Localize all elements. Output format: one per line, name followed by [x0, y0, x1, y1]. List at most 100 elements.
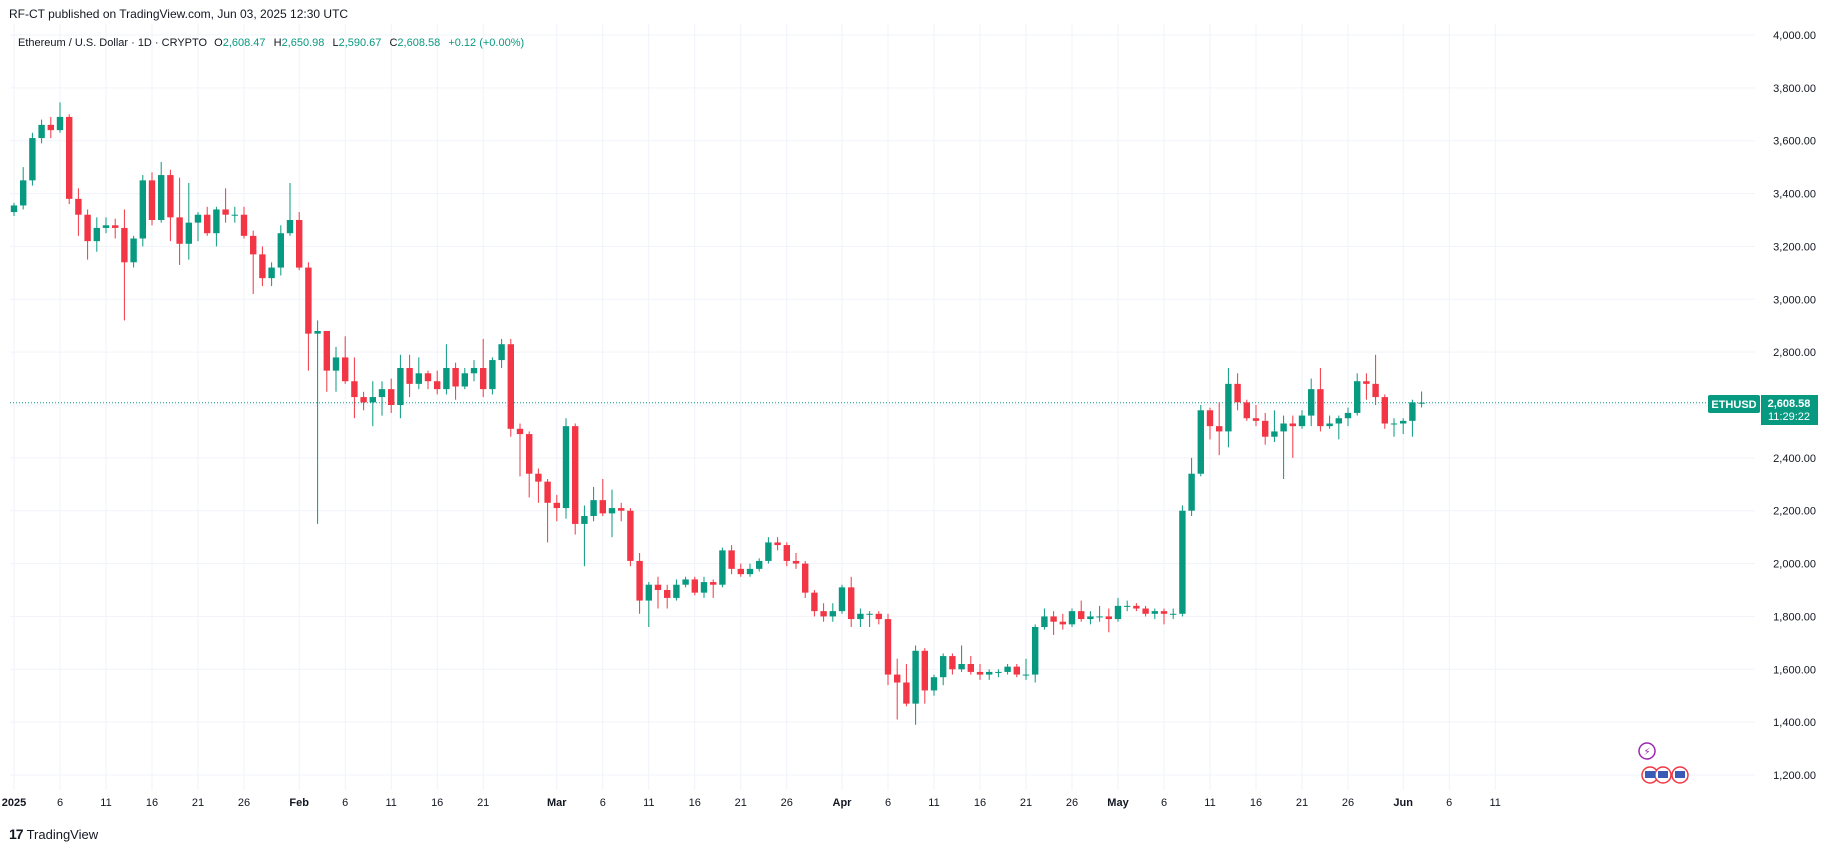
- candle: [102, 217, 110, 234]
- time-tick-label: 2025: [2, 797, 26, 809]
- candle-body: [903, 682, 910, 704]
- candle: [1078, 600, 1085, 622]
- chart-grid: [10, 24, 1755, 790]
- candle-body: [1354, 381, 1361, 413]
- candle: [1197, 405, 1204, 477]
- candle: [921, 648, 928, 704]
- candle-body: [1243, 402, 1250, 419]
- candle: [369, 381, 376, 427]
- candle: [700, 576, 708, 598]
- time-tick-label: Apr: [833, 797, 853, 809]
- candle-body: [1317, 389, 1324, 427]
- candle: [1013, 664, 1020, 678]
- candle: [222, 188, 229, 223]
- candle-body: [866, 613, 873, 615]
- candle-body: [397, 368, 404, 405]
- candle: [1409, 399, 1416, 437]
- candle-body: [710, 582, 717, 585]
- time-tick-label: 11: [643, 797, 654, 809]
- ticker-tag-bg: [1708, 395, 1760, 413]
- candle: [498, 338, 505, 368]
- tradingview-logo[interactable]: 17 TradingView: [9, 826, 98, 842]
- candle-body: [1289, 423, 1296, 427]
- candle: [38, 119, 45, 144]
- candle: [148, 172, 156, 226]
- candle: [1114, 597, 1122, 622]
- candle: [1151, 608, 1158, 620]
- time-tick-label: 11: [1489, 797, 1500, 809]
- event-markers[interactable]: ⚡: [1638, 742, 1689, 784]
- candle-body: [204, 214, 211, 234]
- candle-body: [406, 368, 413, 384]
- candle-body: [443, 368, 450, 390]
- candle: [259, 246, 266, 287]
- candle: [783, 542, 790, 567]
- candle: [618, 502, 625, 522]
- candle: [29, 132, 36, 186]
- time-tick-label: 26: [1066, 797, 1078, 809]
- candle-body: [664, 590, 671, 598]
- time-tick-label: 11: [1204, 797, 1215, 809]
- candle-body: [691, 579, 698, 593]
- candle-body: [838, 587, 846, 612]
- candle: [710, 579, 717, 598]
- candle: [415, 357, 422, 390]
- lightning-glyph: ⚡: [1643, 747, 1650, 758]
- candle: [1363, 373, 1370, 400]
- candle-body: [1216, 426, 1223, 432]
- candle-body: [158, 175, 165, 220]
- candle: [1372, 354, 1379, 405]
- candle: [167, 169, 174, 242]
- candle: [1289, 415, 1296, 458]
- legend-h-value: 2,650.98: [282, 37, 325, 49]
- candle: [1317, 368, 1324, 432]
- candle-body: [1041, 616, 1048, 627]
- candle: [277, 225, 284, 276]
- candle: [1400, 418, 1407, 435]
- candle: [56, 102, 64, 133]
- candle-body: [1022, 674, 1030, 676]
- candle-body: [323, 331, 330, 371]
- price-tick-label: 3,400.00: [1773, 189, 1816, 201]
- candle-body: [360, 397, 367, 403]
- candle-body: [167, 175, 174, 218]
- candle: [1243, 399, 1250, 421]
- candle: [424, 370, 432, 390]
- candle-body: [572, 426, 579, 524]
- candle: [1271, 410, 1278, 442]
- candle: [20, 167, 27, 210]
- candle: [1206, 407, 1214, 440]
- time-tick-label: Feb: [289, 797, 309, 809]
- candle: [995, 669, 1002, 678]
- candle-body: [1160, 611, 1168, 614]
- candle: [940, 653, 947, 686]
- candle: [912, 645, 919, 725]
- price-tick-label: 2,200.00: [1773, 506, 1816, 518]
- candle-body: [148, 180, 156, 220]
- candle: [204, 206, 211, 236]
- candle: [1326, 415, 1333, 429]
- candle: [949, 653, 956, 675]
- candle: [664, 584, 671, 609]
- time-tick-label: 21: [1020, 797, 1032, 809]
- candle-body: [995, 671, 1002, 673]
- candle-body: [10, 205, 18, 213]
- candle: [10, 202, 18, 217]
- candle-body: [277, 233, 284, 268]
- candle-body: [1326, 423, 1333, 427]
- candle: [1262, 412, 1269, 445]
- candle-body: [1032, 627, 1039, 675]
- candle-body: [378, 389, 386, 398]
- candle-body: [434, 381, 441, 390]
- candle: [1354, 373, 1361, 416]
- candle: [66, 114, 73, 205]
- price-tick-label: 1,400.00: [1773, 717, 1816, 729]
- candle-body: [627, 510, 634, 561]
- price-tick-label: 1,200.00: [1773, 770, 1816, 782]
- price-tick-label: 1,600.00: [1773, 664, 1816, 676]
- candle: [1170, 608, 1177, 620]
- candle: [884, 613, 892, 686]
- candle: [507, 338, 514, 437]
- candle-body: [783, 545, 790, 561]
